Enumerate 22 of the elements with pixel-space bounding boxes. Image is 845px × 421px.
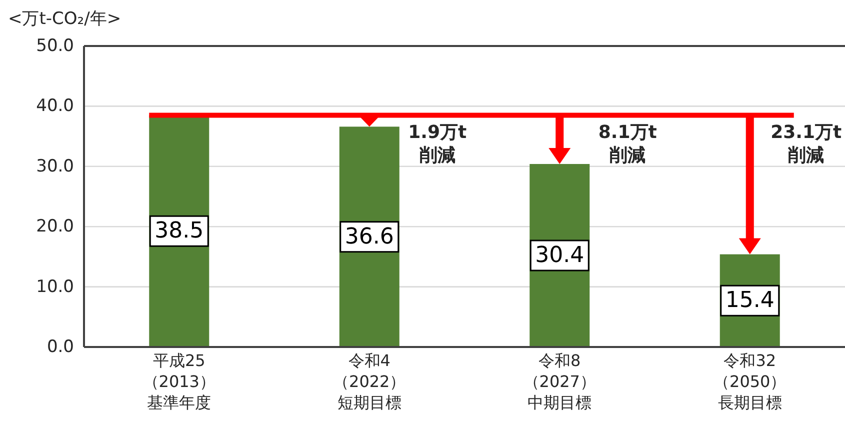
data-label: 15.4 xyxy=(720,284,780,316)
data-label: 30.4 xyxy=(535,242,584,268)
data-label: 15.4 xyxy=(725,288,774,314)
annotation: 1.9万t 削減 xyxy=(408,122,467,166)
annotation: 8.1万t 削減 xyxy=(598,122,657,166)
data-label: 38.5 xyxy=(149,215,209,247)
x-tick-label: 令和4（2022）短期目標 xyxy=(333,351,406,412)
y-tick-label: 40.0 xyxy=(36,96,74,116)
x-tick-label: 令和32（2050）長期目標 xyxy=(714,351,786,412)
y-axis-title: <万t-CO₂/年> xyxy=(8,9,122,29)
y-tick-label: 0.0 xyxy=(46,337,74,357)
data-label: 36.6 xyxy=(340,221,400,253)
y-tick-label: 50.0 xyxy=(36,36,74,56)
annotation: 23.1万t 削減 xyxy=(770,122,842,166)
data-label: 38.5 xyxy=(154,218,204,244)
y-tick-label: 20.0 xyxy=(36,216,74,237)
y-tick-label: 10.0 xyxy=(36,276,74,297)
data-label: 36.6 xyxy=(344,224,394,250)
x-tick-label: 平成25（2013）基準年度 xyxy=(142,351,216,412)
x-tick-label: 令和8（2027）中期目標 xyxy=(523,351,596,412)
data-label: 30.4 xyxy=(530,240,590,272)
y-tick-label: 30.0 xyxy=(36,156,74,176)
